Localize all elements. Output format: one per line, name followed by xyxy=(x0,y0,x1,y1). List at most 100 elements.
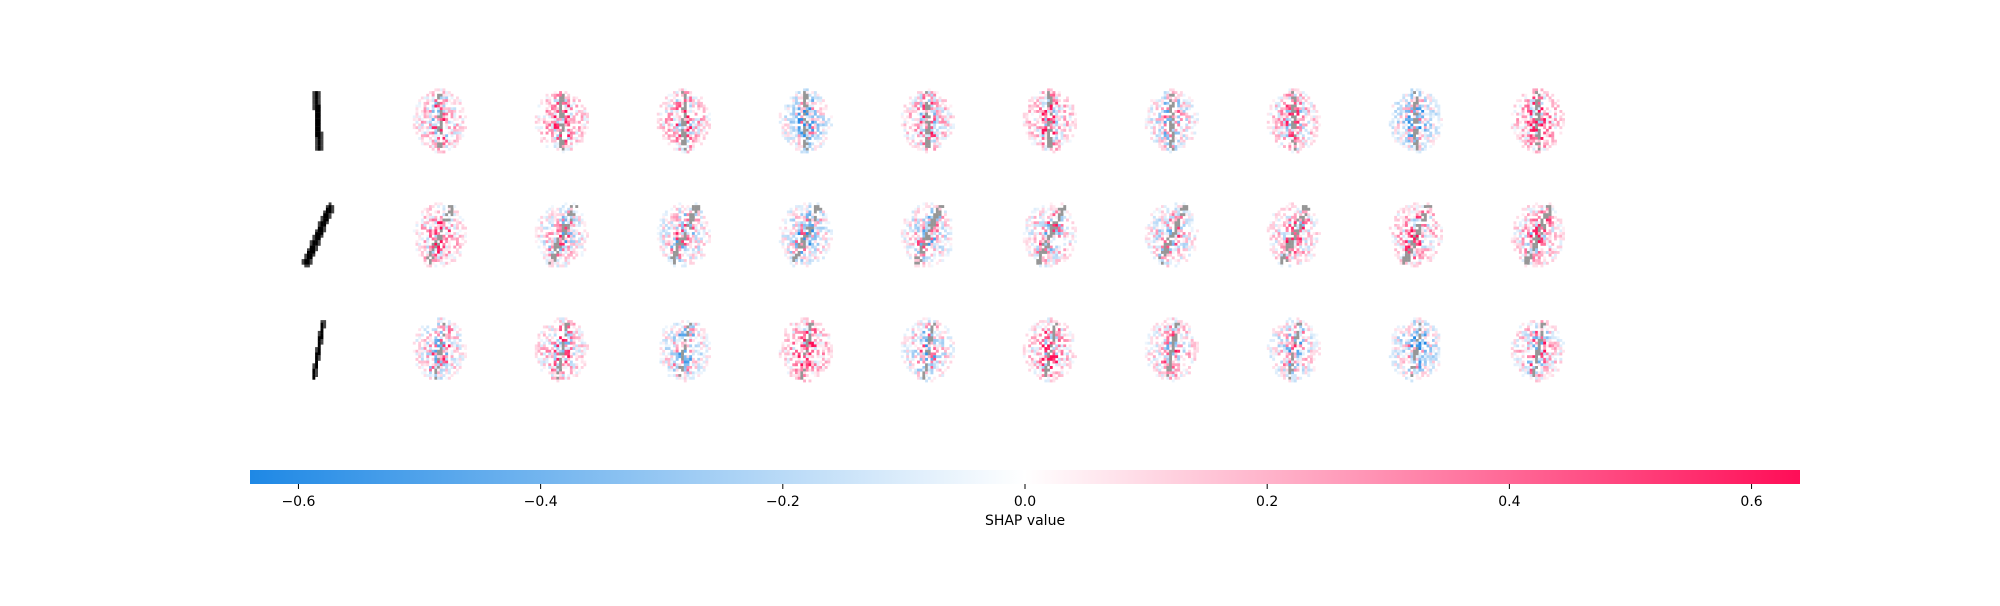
shap-pixel xyxy=(567,120,571,124)
shap-pixel xyxy=(1527,242,1530,246)
shap-pixel xyxy=(1044,248,1048,252)
shap-pixel xyxy=(434,139,438,143)
shap-pixel xyxy=(1188,126,1191,130)
shap-pixel xyxy=(1055,139,1059,143)
shap-pixel xyxy=(1152,101,1156,105)
shap-pixel xyxy=(1044,232,1048,235)
shap-pixel xyxy=(903,104,907,108)
shap-pixel xyxy=(1527,224,1530,227)
shap-pixel xyxy=(456,123,459,127)
shap-pixel xyxy=(1052,207,1056,211)
shap-pixel xyxy=(559,110,562,113)
shap-pixel xyxy=(1437,242,1441,246)
shap-pixel xyxy=(694,218,698,222)
shap-pixel xyxy=(927,110,931,113)
shap-pixel xyxy=(1529,248,1533,252)
shap-pixel xyxy=(1304,207,1308,211)
shap-pixel xyxy=(1388,226,1392,230)
shap-pixel xyxy=(1177,245,1181,249)
shap-pixel xyxy=(1307,112,1311,116)
shap-pixel xyxy=(1543,123,1547,127)
shap-pixel xyxy=(1285,115,1289,119)
shap-pixel xyxy=(675,256,679,260)
shap-pixel xyxy=(933,134,937,138)
shap-pixel xyxy=(442,88,446,92)
shap-pixel xyxy=(1293,134,1297,138)
shap-pixel xyxy=(673,128,676,132)
shap-pixel xyxy=(1529,115,1533,119)
shap-pixel xyxy=(694,226,698,230)
shap-pixel xyxy=(949,232,953,235)
shap-pixel xyxy=(1535,88,1538,92)
shap-pixel xyxy=(1318,123,1321,127)
shap-pixel xyxy=(1543,147,1547,151)
shap-pixel xyxy=(426,256,430,260)
shap-pixel xyxy=(561,264,565,268)
shap-pixel xyxy=(1437,104,1441,108)
shap-pixel xyxy=(561,226,565,230)
shap-pixel xyxy=(423,142,427,146)
shap-pixel xyxy=(1155,107,1159,111)
shap-pixel xyxy=(431,253,435,257)
shap-pixel xyxy=(1052,99,1056,103)
shap-pixel xyxy=(1554,210,1557,214)
shap-pixel xyxy=(1283,207,1286,211)
shap-pixel xyxy=(1047,242,1050,246)
shap-pixel xyxy=(808,134,812,138)
shap-pixel xyxy=(811,104,815,108)
shap-pixel xyxy=(556,107,560,111)
shap-pixel xyxy=(935,145,939,148)
shap-pixel xyxy=(1285,110,1289,113)
shap-pixel xyxy=(903,232,907,235)
shap-pixel xyxy=(694,202,698,206)
shap-pixel xyxy=(1402,261,1406,265)
shap-pixel xyxy=(1524,248,1528,252)
shap-pixel xyxy=(1177,234,1181,238)
shap-pixel xyxy=(1527,234,1530,238)
shap-pixel xyxy=(925,229,928,233)
digit-pixel xyxy=(317,234,321,238)
shap-pixel xyxy=(423,240,427,244)
shap-pixel xyxy=(1521,237,1525,241)
shap-pixel xyxy=(803,142,806,146)
shap-pixel xyxy=(553,107,557,111)
shap-pixel xyxy=(667,221,671,225)
shap-pixel xyxy=(1291,245,1294,249)
shap-pixel xyxy=(569,128,573,132)
shap-pixel xyxy=(1529,107,1533,111)
shap-pixel xyxy=(439,261,443,265)
shap-pixel xyxy=(456,213,459,217)
shap-pixel xyxy=(805,88,809,92)
shap-pixel xyxy=(1171,234,1175,238)
shap-pixel xyxy=(415,107,419,111)
shap-pixel xyxy=(564,91,568,94)
shap-pixel xyxy=(1028,120,1032,124)
shap-pixel xyxy=(1277,96,1281,100)
shap-pixel xyxy=(1163,245,1167,249)
shap-pixel xyxy=(694,256,698,260)
shap-pixel xyxy=(1402,120,1406,124)
shap-pixel xyxy=(683,237,687,241)
shap-pixel xyxy=(673,234,676,238)
shap-pixel xyxy=(697,248,701,252)
shap-pixel xyxy=(922,107,926,111)
shap-pixel xyxy=(551,93,554,97)
shap-pixel xyxy=(434,134,438,138)
shap-pixel xyxy=(1545,210,1549,214)
shap-pixel xyxy=(1540,264,1544,268)
shap-pixel xyxy=(559,226,562,230)
shap-pixel xyxy=(1047,93,1050,97)
shap-pixel xyxy=(808,226,812,230)
shap-pixel xyxy=(1418,229,1422,233)
shap-pixel xyxy=(1169,128,1172,132)
shap-pixel xyxy=(1030,242,1034,246)
shap-pixel xyxy=(1432,229,1435,233)
shap-pixel xyxy=(1410,234,1414,238)
digit-pixel xyxy=(317,118,321,121)
shap-pixel xyxy=(1551,137,1555,140)
shap-pixel xyxy=(1307,213,1311,217)
shap-pixel xyxy=(1299,245,1303,249)
shap-pixel xyxy=(1421,213,1425,217)
shap-pixel xyxy=(1274,224,1278,227)
shap-pixel xyxy=(418,237,422,241)
